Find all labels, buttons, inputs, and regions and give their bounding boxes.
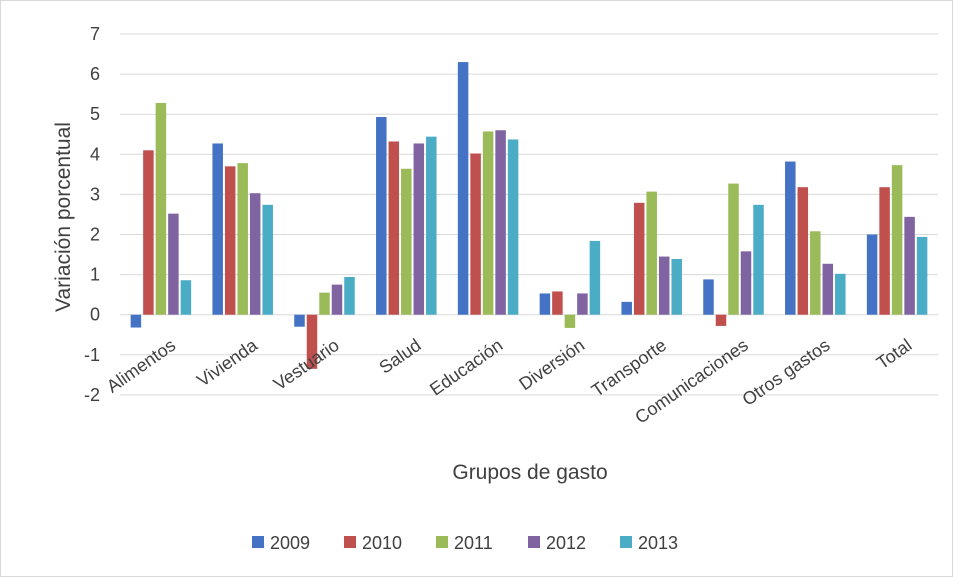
- bar-2011: [482, 131, 494, 315]
- bars: [130, 62, 928, 369]
- legend-swatch: [528, 536, 540, 548]
- legend-swatch: [252, 536, 264, 548]
- y-axis-title: Variación porcentual: [52, 122, 75, 312]
- bar-2013: [262, 204, 273, 315]
- bar-2012: [658, 256, 670, 315]
- y-tick-label: 4: [90, 144, 100, 164]
- bar-2013: [671, 258, 682, 315]
- bar-2009: [785, 161, 796, 315]
- bar-2011: [155, 102, 167, 315]
- x-tick-label: Vivienda: [193, 334, 262, 390]
- bar-2013: [507, 139, 519, 315]
- x-tick-label: Vestuario: [270, 335, 343, 394]
- bar-2009: [212, 143, 223, 315]
- bar-2010: [633, 202, 645, 315]
- bar-2013: [753, 204, 764, 315]
- bar-2009: [621, 301, 632, 315]
- bar-2012: [168, 213, 179, 315]
- x-tick-label: Diversión: [515, 335, 588, 394]
- bar-2012: [740, 251, 752, 315]
- bar-2010: [715, 314, 727, 326]
- y-tick-label: 1: [90, 265, 100, 285]
- legend-label: 2011: [454, 533, 493, 553]
- x-axis-ticks: Alimentos Vivienda Vestuario Salud Educación…: [103, 334, 915, 427]
- y-tick-label: 3: [90, 184, 100, 204]
- bar-2010: [306, 314, 318, 369]
- bar-2010: [143, 150, 154, 315]
- y-tick-label: 5: [90, 104, 100, 124]
- legend-label: 2012: [546, 533, 586, 553]
- bar-2012: [495, 130, 506, 315]
- bar-2013: [344, 277, 355, 315]
- x-tick-label: Otros gastos: [739, 335, 834, 410]
- bar-2012: [904, 216, 915, 315]
- bar-2009: [703, 279, 714, 315]
- bar-2011: [646, 191, 657, 315]
- bar-2013: [589, 240, 601, 315]
- bar-2009: [866, 234, 878, 315]
- x-axis-title: Grupos de gasto: [452, 461, 607, 484]
- legend-swatch: [620, 536, 632, 548]
- x-tick-label: Total: [873, 335, 916, 373]
- bar-2011: [401, 168, 412, 315]
- bar-2011: [237, 163, 248, 315]
- bar-2010: [224, 166, 236, 315]
- legend-label: 2013: [638, 533, 678, 553]
- legend-swatch: [436, 536, 448, 548]
- y-tick-label: -2: [84, 385, 100, 405]
- bar-2010: [470, 153, 481, 315]
- bar-2009: [457, 62, 469, 315]
- y-tick-label: 2: [90, 225, 100, 245]
- y-tick-label: 7: [90, 24, 100, 44]
- bar-2009: [130, 314, 142, 328]
- y-tick-label: 0: [90, 305, 100, 325]
- x-tick-label: Alimentos: [103, 335, 179, 397]
- bar-2009: [376, 117, 387, 315]
- y-tick-label: -1: [84, 345, 100, 365]
- x-tick-label: Educación: [426, 335, 506, 400]
- bar-2010: [388, 141, 400, 315]
- x-tick-label: Salud: [375, 335, 424, 378]
- legend-label: 2009: [270, 533, 310, 553]
- bar-2013: [835, 273, 846, 315]
- y-tick-label: 6: [90, 64, 100, 84]
- bar-2013: [180, 280, 192, 315]
- bar-2012: [413, 143, 425, 315]
- bar-2011: [891, 165, 903, 315]
- bar-2012: [822, 263, 834, 315]
- legend-swatch: [344, 536, 356, 548]
- bar-2010: [879, 187, 890, 315]
- y-axis-ticks: -2 -1 0 1 2 3 4 5 6 7: [84, 24, 100, 405]
- x-tick-label: Transporte: [588, 335, 670, 401]
- bar-2011: [810, 231, 821, 315]
- bar-2011: [564, 314, 576, 328]
- bar-2012: [249, 193, 261, 315]
- bar-2011: [319, 292, 330, 315]
- bar-2013: [916, 236, 928, 315]
- bar-2009: [539, 293, 551, 315]
- bar-2011: [728, 183, 739, 315]
- bar-2012: [577, 293, 588, 315]
- bar-2009: [294, 314, 305, 327]
- bar-2010: [797, 187, 809, 315]
- legend: 2009 2010 2011 2012 2013: [252, 533, 678, 553]
- bar-2010: [552, 291, 563, 315]
- bar-2012: [331, 284, 343, 315]
- legend-label: 2010: [362, 533, 402, 553]
- bar-2013: [426, 136, 437, 315]
